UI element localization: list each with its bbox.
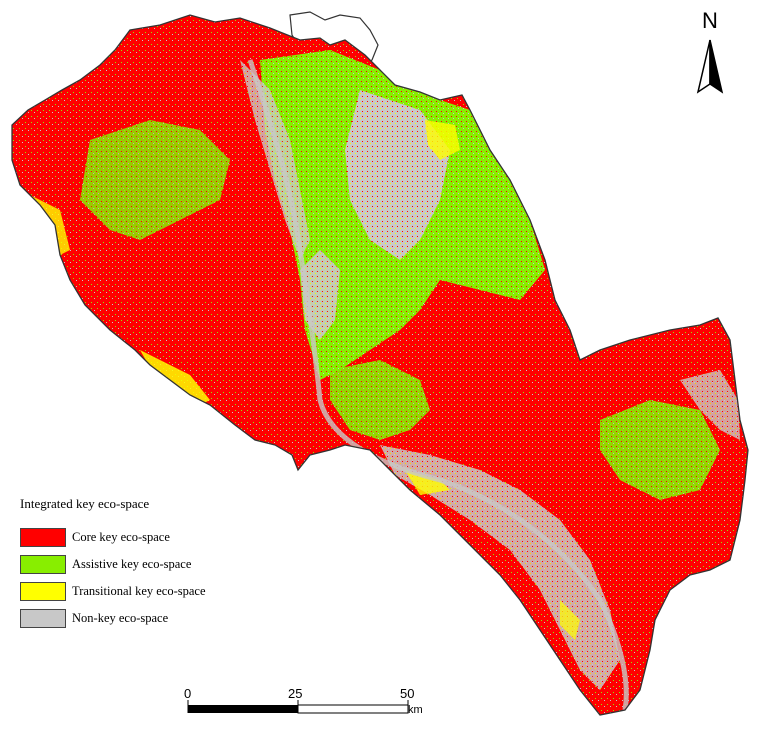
north-arrow-icon	[696, 39, 724, 94]
legend-item-nonkey: Non-key eco-space	[20, 607, 260, 630]
legend-label-nonkey: Non-key eco-space	[72, 611, 169, 625]
north-arrow: N	[690, 8, 730, 98]
legend-label-assistive: Assistive key eco-space	[72, 557, 192, 571]
legend-swatch-nonkey	[20, 609, 66, 628]
legend-item-transitional: Transitional key eco-space	[20, 580, 260, 603]
legend-label-core: Core key eco-space	[72, 530, 170, 544]
legend-label-transitional: Transitional key eco-space	[72, 584, 206, 598]
scale-tick-25: 25	[288, 686, 303, 701]
legend-item-core: Core key eco-space	[20, 526, 260, 549]
scale-tick-50: 50	[400, 686, 415, 701]
scale-bar-graphic	[187, 700, 409, 714]
north-label: N	[702, 8, 718, 33]
legend: Integrated key eco-space Core key eco-sp…	[20, 496, 260, 634]
scale-unit: km	[408, 704, 423, 716]
legend-title: Integrated key eco-space	[20, 496, 150, 511]
legend-swatch-transitional	[20, 582, 66, 601]
scale-bar: 0 25 50 km	[184, 686, 446, 726]
legend-item-assistive: Assistive key eco-space	[20, 553, 260, 576]
legend-swatch-assistive	[20, 555, 66, 574]
scale-tick-0: 0	[184, 686, 192, 701]
legend-swatch-core	[20, 528, 66, 547]
